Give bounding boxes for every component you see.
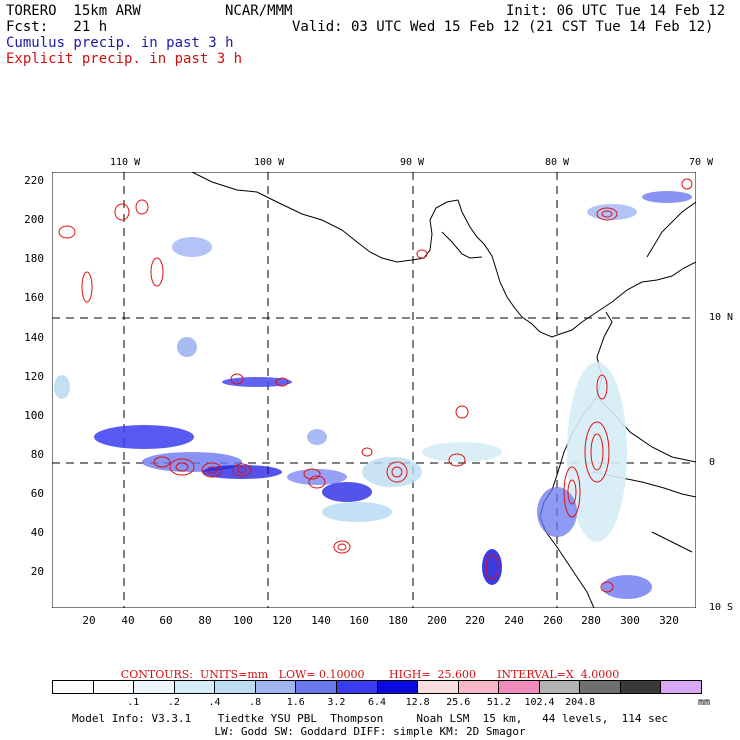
model-info-physics: LW: Godd SW: Goddard DIFF: simple KM: 2D… (214, 725, 526, 738)
x-tick-label: 20 (82, 614, 96, 627)
y-tick-label: 200 (24, 213, 44, 226)
y-tick-label: 80 (30, 448, 44, 461)
colorbar-cell (661, 681, 701, 693)
x-tick-label: 320 (659, 614, 679, 627)
colorbar-cell (215, 681, 256, 693)
x-tick-label: 40 (121, 614, 135, 627)
x-tick-label: 80 (198, 614, 212, 627)
colorbar-cell (499, 681, 540, 693)
x-tick-label: 140 (311, 614, 331, 627)
y-tick-label: 40 (30, 526, 44, 539)
org-label: NCAR/MMM (225, 3, 293, 19)
lat-label-10s: 10 S (709, 602, 734, 613)
x-tick-label: 160 (349, 614, 369, 627)
x-tick-label: 120 (272, 614, 292, 627)
colorbar-cell (255, 681, 297, 693)
y-tick-label: 180 (24, 252, 44, 265)
lon-label-100w: 100 W (254, 157, 285, 168)
colorbar-cell (458, 681, 500, 693)
colorbar-label: .2 (167, 697, 180, 708)
colorbar-cell (539, 681, 581, 693)
colorbar-unit: mm (698, 697, 711, 708)
valid-time: Valid: 03 UTC Wed 15 Feb 12 (21 CST Tue … (292, 19, 714, 35)
lon-label-110w: 110 W (110, 157, 141, 168)
colorbar-label: .1 (127, 697, 140, 708)
colorbar-label: .8 (249, 697, 262, 708)
colorbar-cell (377, 681, 419, 693)
colorbar (52, 680, 702, 694)
colorbar-cell (174, 681, 216, 693)
y-tick-label: 140 (24, 331, 44, 344)
y-tick-label: 60 (30, 487, 44, 500)
y-tick-label: 20 (30, 565, 44, 578)
x-tick-label: 200 (427, 614, 447, 627)
model-title: TORERO 15km ARW (6, 3, 141, 19)
x-tick-label: 300 (620, 614, 640, 627)
colorbar-label: 25.6 (446, 697, 471, 708)
forecast-hour: Fcst: 21 h (6, 19, 108, 35)
y-tick-label: 100 (24, 409, 44, 422)
precip-map (52, 172, 696, 608)
lon-label-90w: 90 W (400, 157, 425, 168)
lat-label-0: 0 (709, 457, 716, 468)
x-tick-label: 60 (159, 614, 173, 627)
lat-label-10n: 10 N (709, 312, 734, 323)
y-tick-label: 120 (24, 370, 44, 383)
colorbar-cell (93, 681, 135, 693)
y-tick-label: 220 (24, 174, 44, 187)
explicit-precip-contours (58, 178, 693, 593)
colorbar-label: 3.2 (327, 697, 346, 708)
colorbar-label: 1.6 (286, 697, 305, 708)
colorbar-cell (53, 681, 94, 693)
colorbar-cell (296, 681, 337, 693)
colorbar-label: 51.2 (486, 697, 511, 708)
contours-info: CONTOURS: UNITS=mm LOW= 0.10000 HIGH= 25… (120, 668, 620, 681)
colorbar-cell (620, 681, 662, 693)
colorbar-label: 6.4 (367, 697, 387, 708)
init-time: Init: 06 UTC Tue 14 Feb 12 (506, 3, 726, 19)
colorbar-label: 12.8 (405, 697, 430, 708)
colorbar-cell (336, 681, 378, 693)
colorbar-label: 102.4 (524, 697, 555, 708)
cumulus-legend: Cumulus precip. in past 3 h (6, 35, 234, 51)
colorbar-cell (418, 681, 459, 693)
x-tick-label: 100 (233, 614, 253, 627)
x-tick-label: 260 (543, 614, 563, 627)
explicit-legend: Explicit precip. in past 3 h (6, 51, 243, 67)
x-tick-label: 280 (581, 614, 601, 627)
colorbar-label: .4 (208, 697, 221, 708)
lon-label-80w: 80 W (545, 157, 570, 168)
x-tick-label: 220 (465, 614, 485, 627)
colorbar-cell (580, 681, 621, 693)
x-tick-label: 240 (504, 614, 524, 627)
x-tick-label: 180 (388, 614, 408, 627)
colorbar-cell (134, 681, 175, 693)
model-info: Model Info: V3.3.1 Tiedtke YSU PBL Thomp… (71, 712, 669, 725)
colorbar-label: 204.8 (565, 697, 596, 708)
y-tick-label: 160 (24, 291, 44, 304)
lon-label-70w: 70 W (689, 157, 714, 168)
